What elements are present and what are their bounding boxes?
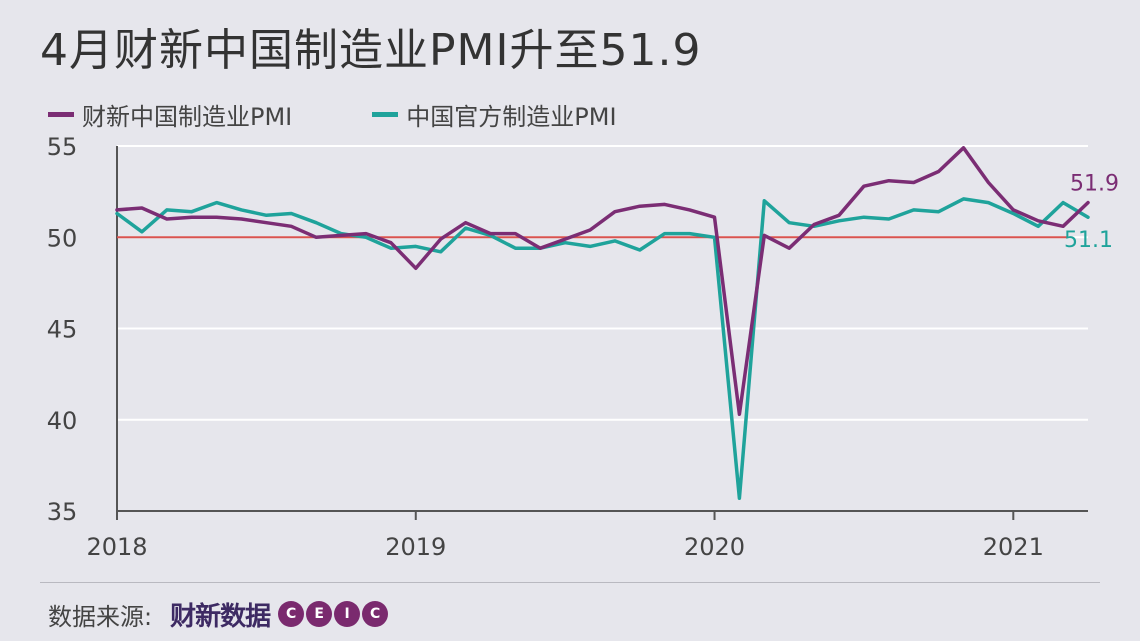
- end-label-official: 51.1: [1064, 228, 1113, 253]
- ceic-letter: I: [334, 601, 361, 627]
- pmi-line-chart: 35 40 45 50 55 2018 2019 2020 2021 51.9 51.1: [47, 133, 1119, 561]
- y-tick-label: 45: [47, 316, 78, 344]
- y-tick-label: 50: [47, 224, 78, 252]
- ceic-letter: C: [362, 601, 389, 627]
- series-line-official: [115, 197, 1090, 500]
- legend-label-caixin: 财新中国制造业PMI: [82, 102, 293, 131]
- ceic-letter: C: [278, 601, 305, 627]
- legend-swatch-official: [372, 111, 399, 117]
- footer: 数据来源: 财新数据 C E I C: [48, 594, 390, 634]
- y-tick-label: 35: [47, 498, 78, 526]
- x-tick-label: 2018: [86, 533, 147, 561]
- page-title: 4月财新中国制造业PMI升至51.9: [40, 25, 702, 76]
- caixin-data-logo: 财新数据: [170, 601, 271, 632]
- end-label-caixin: 51.9: [1070, 172, 1119, 197]
- legend-label-official: 中国官方制造业PMI: [406, 102, 617, 131]
- legend-item-caixin: 财新中国制造业PMI: [48, 97, 292, 132]
- ceic-letter: E: [306, 601, 333, 627]
- footer-divider: [40, 582, 1100, 583]
- chart-legend: 财新中国制造业PMI 中国官方制造业PMI: [48, 96, 697, 132]
- legend-item-official: 中国官方制造业PMI: [372, 97, 617, 132]
- series-line-caixin: [115, 146, 1090, 417]
- ceic-logo: C E I C: [278, 601, 390, 627]
- x-tick-label: 2019: [385, 533, 446, 561]
- source-label: 数据来源:: [48, 602, 153, 631]
- x-tick-label: 2021: [983, 533, 1044, 561]
- y-tick-label: 55: [47, 133, 78, 161]
- legend-swatch-caixin: [48, 111, 74, 117]
- y-tick-label: 40: [47, 407, 78, 435]
- x-tick-label: 2020: [684, 533, 745, 561]
